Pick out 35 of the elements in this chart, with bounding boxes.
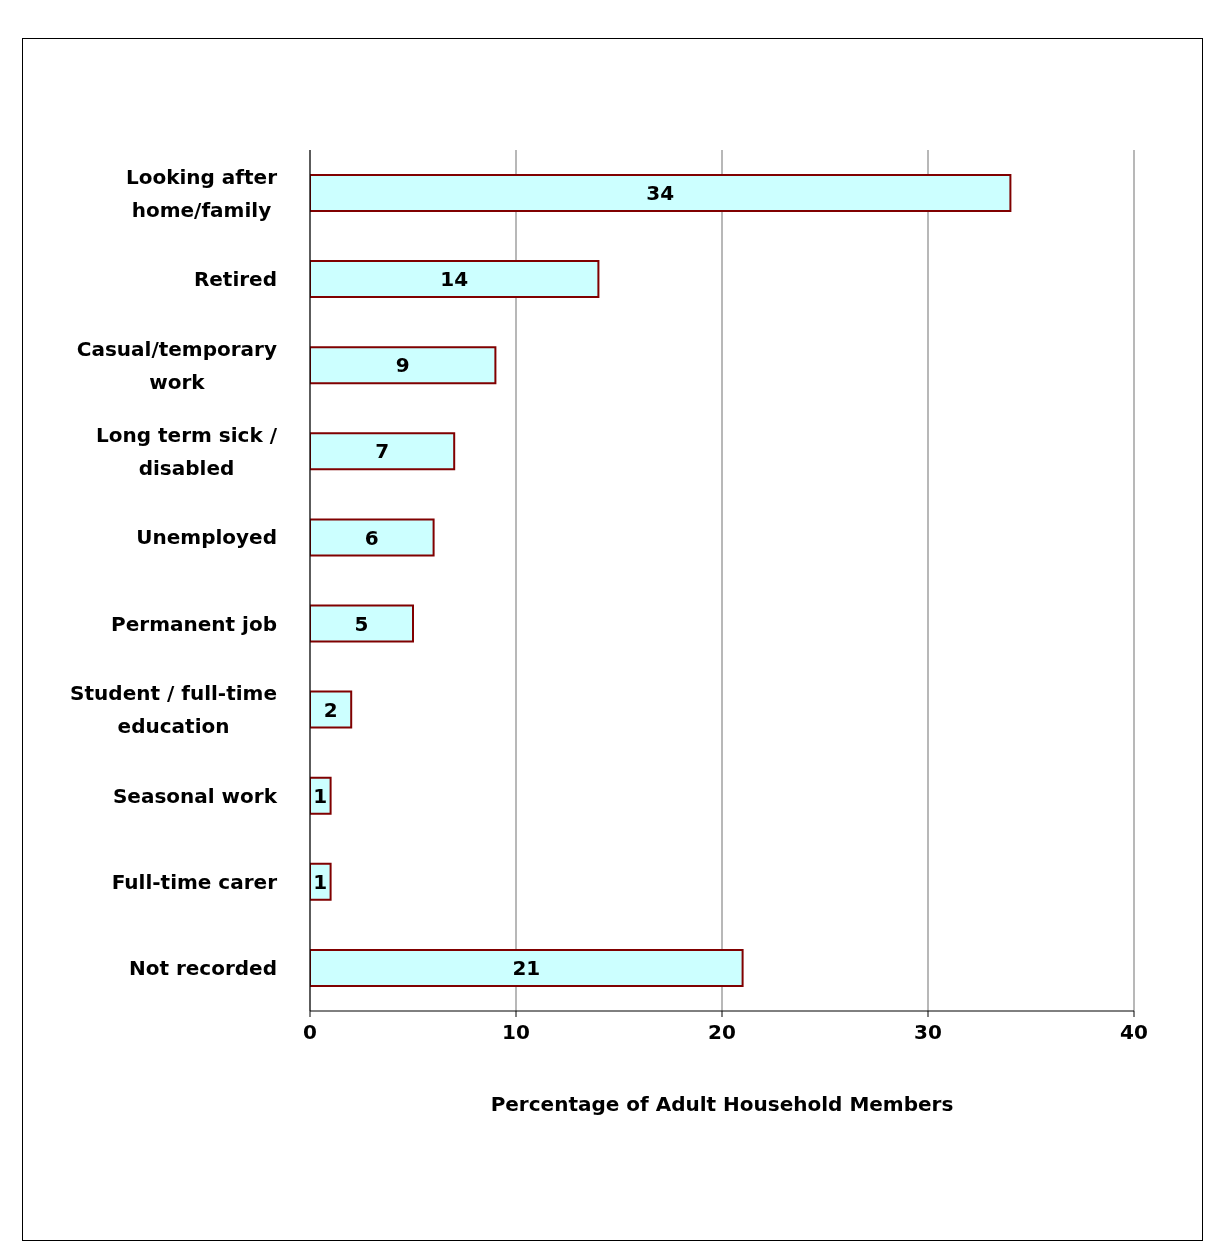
frame: 0 10 20 30 40 Percentage of Adult Household Members Looking after home/family Retired Casual/temporary work Long term sick / disabled Unemployed Permanent job Student / full-time education Seasonal work Full-time carer Not recorded 34 14 9 7 6 5 2 1 1 21 — [22, 38, 1203, 1241]
x-tick-label: 20 — [708, 1020, 736, 1045]
x-tick-label: 0 — [303, 1020, 317, 1045]
y-tick-label: Permanent job — [111, 611, 277, 636]
bar — [310, 690, 353, 729]
bar — [310, 948, 744, 987]
data-label: 7 — [375, 439, 390, 464]
bar — [310, 174, 1012, 212]
y-tick-label: Long term sick / disabled — [96, 422, 278, 480]
bar — [310, 432, 456, 471]
x-tick-label: 40 — [1120, 1020, 1148, 1045]
x-axis-title: Percentage of Adult Household Members — [490, 1092, 954, 1116]
data-label: 34 — [646, 181, 675, 206]
bar — [310, 260, 600, 299]
data-label: 6 — [364, 525, 379, 550]
data-label: 21 — [512, 956, 541, 980]
bar — [310, 518, 435, 557]
y-tick-label: Looking after home/family — [125, 164, 278, 222]
data-label: 14 — [440, 267, 469, 292]
bar — [310, 346, 497, 385]
y-tick-label: Not recorded — [128, 955, 277, 980]
y-tick-label: Unemployed — [136, 525, 277, 550]
x-tick-label: 10 — [502, 1020, 530, 1045]
x-tick-label: 30 — [914, 1020, 942, 1045]
data-label: 2 — [323, 697, 338, 722]
y-tick-label: Full-time carer — [111, 869, 278, 894]
y-tick-label: Casual/temporary work — [76, 336, 278, 394]
y-tick-label: Retired — [193, 267, 277, 292]
data-label: 9 — [395, 353, 410, 378]
data-label: 1 — [313, 869, 328, 894]
data-label: 1 — [313, 783, 328, 808]
y-tick-label: Seasonal work — [112, 783, 278, 808]
data-label: 5 — [354, 611, 369, 636]
y-tick-label: Student / full-time education — [70, 681, 277, 739]
bar — [310, 604, 414, 643]
